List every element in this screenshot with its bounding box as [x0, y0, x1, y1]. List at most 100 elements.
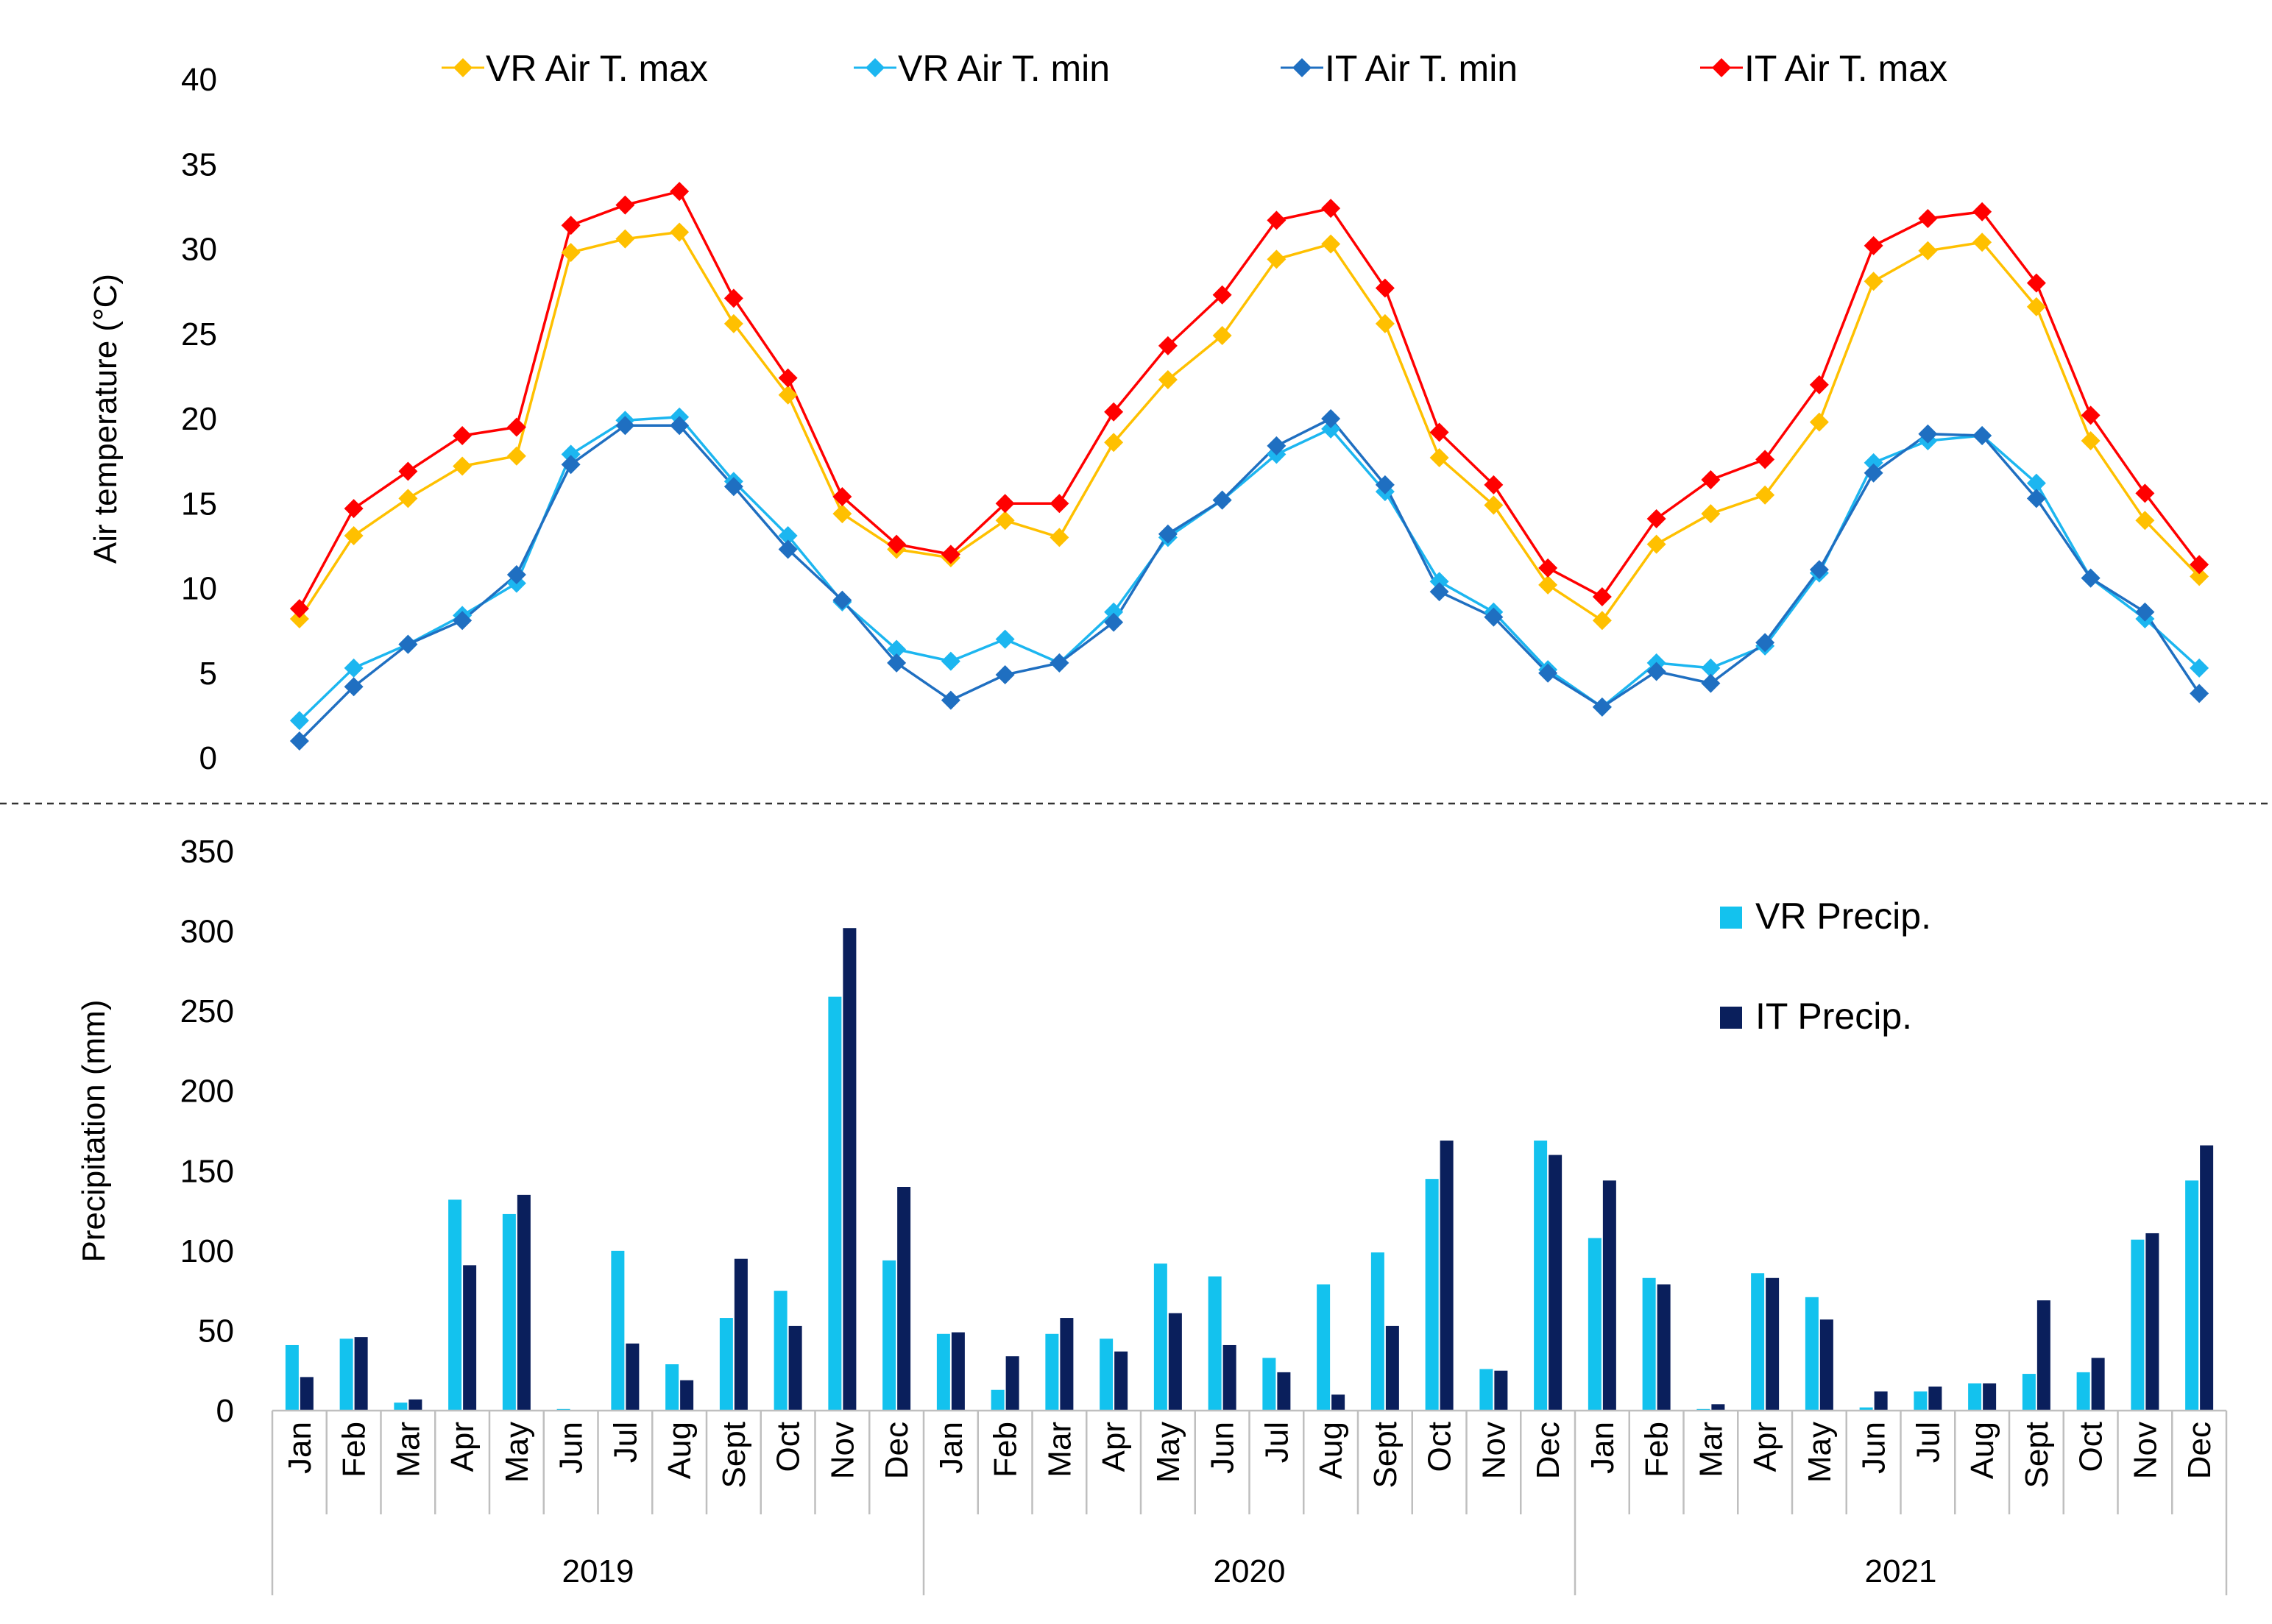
data-point-vr-air-t-max — [1918, 241, 1938, 260]
bar-vr-precip — [1642, 1277, 1656, 1411]
series-line-vr-air-t-max — [298, 230, 2201, 623]
bar-vr-precip — [285, 1344, 299, 1411]
data-point-vr-air-t-max — [2026, 297, 2046, 316]
legend-label-it-air-t-min: IT Air T. min — [1325, 48, 1518, 89]
data-point-vr-air-t-min — [995, 629, 1015, 649]
month-label: Jan — [1585, 1422, 1621, 1474]
data-point-it-air-t-min — [1429, 582, 1449, 602]
month-label: Apr — [445, 1422, 481, 1472]
data-point-vr-air-t-max — [1755, 485, 1775, 505]
bar-vr-precip — [719, 1318, 733, 1411]
data-point-it-air-t-min — [1050, 653, 1069, 673]
data-point-vr-air-t-max — [670, 222, 690, 242]
data-point-vr-air-t-max — [1701, 504, 1721, 524]
data-point-it-air-t-max — [1050, 494, 1069, 514]
data-point-vr-air-t-max — [778, 385, 798, 405]
data-point-it-air-t-max — [1864, 235, 1883, 255]
precipitation-chart: 0 50 100 150 200 250 300 350 Precipitation (mm) V… — [76, 834, 2214, 1429]
bar-it-precip — [1657, 1284, 1671, 1411]
data-point-it-air-t-max — [344, 499, 364, 519]
month-label: Jul — [607, 1422, 643, 1463]
data-point-it-air-t-min — [289, 731, 309, 751]
bar-vr-precip — [448, 1199, 462, 1411]
bar-vr-precip — [1751, 1273, 1765, 1411]
bar-vr-precip — [1968, 1383, 1982, 1411]
data-point-vr-air-t-max — [1972, 233, 1992, 252]
month-label: Jul — [1910, 1422, 1946, 1463]
data-point-it-air-t-max — [1429, 422, 1449, 442]
legend-label-vr-precip: VR Precip. — [1755, 896, 1931, 937]
bar-it-precip — [1983, 1383, 1997, 1411]
bar-vr-precip — [394, 1403, 408, 1411]
data-point-vr-air-t-max — [2190, 567, 2209, 586]
data-point-it-air-t-max — [1104, 402, 1124, 422]
month-label: Oct — [1422, 1422, 1458, 1472]
data-point-vr-air-t-min — [344, 658, 364, 678]
data-point-vr-air-t-min — [1864, 453, 1883, 472]
data-point-it-air-t-min — [506, 565, 526, 585]
data-point-it-air-t-max — [1972, 202, 1992, 221]
y-tick-label: 0 — [216, 1393, 234, 1429]
bar-it-precip — [1440, 1141, 1454, 1411]
bar-vr-precip — [1425, 1179, 1439, 1411]
bar-vr-precip — [774, 1291, 788, 1411]
month-label: Oct — [771, 1422, 807, 1472]
data-point-it-air-t-min — [561, 455, 581, 475]
legend-label-vr-air-t-max: VR Air T. max — [486, 48, 708, 89]
data-point-vr-air-t-max — [723, 313, 743, 333]
data-point-vr-air-t-max — [1104, 433, 1124, 453]
month-label: Mar — [1693, 1422, 1729, 1478]
data-point-it-air-t-max — [289, 599, 309, 619]
month-label: Sept — [1367, 1422, 1404, 1489]
year-label: 2020 — [1214, 1553, 1286, 1589]
temperature-chart: 0 5 10 15 20 25 30 35 40 Air temperature (°C) VR A… — [88, 48, 2209, 776]
data-point-vr-air-t-max — [2081, 430, 2101, 450]
bar-vr-precip — [665, 1364, 679, 1411]
data-point-it-air-t-min — [778, 539, 798, 559]
bar-it-precip — [1060, 1318, 1074, 1411]
data-point-vr-air-t-max — [832, 504, 852, 524]
month-label: Jun — [1205, 1422, 1241, 1474]
data-point-it-air-t-min — [2135, 602, 2155, 622]
legend-swatch-it-precip — [1720, 1007, 1742, 1029]
bar-vr-precip — [339, 1338, 353, 1411]
month-label: Jul — [1259, 1422, 1295, 1463]
bar-vr-precip — [1100, 1338, 1114, 1411]
data-point-it-air-t-max — [723, 288, 743, 308]
data-point-it-air-t-max — [1592, 587, 1612, 607]
data-point-vr-air-t-max — [1864, 272, 1883, 291]
y-tick-label: 5 — [199, 656, 217, 692]
month-label: Mar — [390, 1422, 426, 1478]
bar-vr-precip — [502, 1213, 516, 1411]
data-point-vr-air-t-max — [1429, 448, 1449, 468]
bar-it-precip — [1549, 1155, 1563, 1411]
month-label: Feb — [988, 1422, 1024, 1478]
y-tick-label: 200 — [180, 1074, 234, 1110]
y-tick-label: 0 — [199, 740, 217, 776]
year-label: 2019 — [562, 1553, 634, 1589]
data-point-it-air-t-max — [2026, 273, 2046, 293]
bar-it-precip — [1602, 1180, 1616, 1411]
data-point-vr-air-t-max — [1321, 234, 1341, 254]
data-point-it-air-t-min — [1104, 612, 1124, 632]
legend-marker-vr-air-t-max — [453, 58, 473, 77]
data-point-it-air-t-max — [2135, 483, 2155, 503]
month-label: May — [1150, 1422, 1186, 1483]
bar-it-precip — [1114, 1351, 1128, 1411]
y-tick-label: 10 — [181, 571, 217, 607]
bar-it-precip — [1766, 1277, 1780, 1411]
bar-it-precip — [408, 1399, 422, 1411]
month-label: Jun — [553, 1422, 590, 1474]
data-point-it-air-t-max — [615, 195, 635, 215]
bar-it-precip — [1819, 1319, 1833, 1411]
data-point-vr-air-t-max — [398, 489, 418, 508]
data-point-it-air-t-min — [2081, 568, 2101, 588]
y-tick-label: 40 — [181, 62, 217, 98]
month-label: Dec — [1530, 1422, 1566, 1479]
data-point-it-air-t-max — [1321, 199, 1341, 219]
data-point-vr-air-t-max — [344, 526, 364, 546]
bar-it-precip — [2091, 1358, 2105, 1411]
bar-it-precip — [1494, 1370, 1508, 1411]
data-point-it-air-t-max — [1375, 278, 1395, 298]
